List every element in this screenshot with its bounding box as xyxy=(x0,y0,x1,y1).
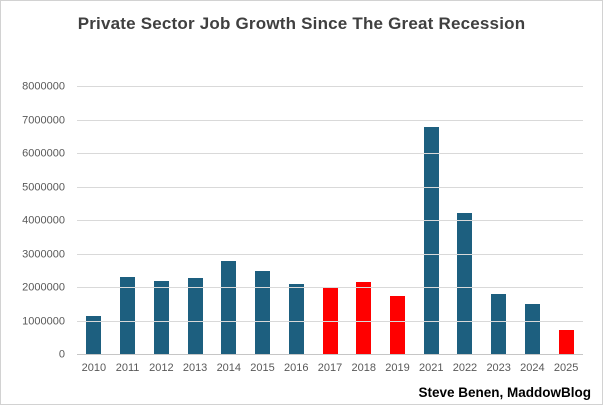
y-tick-label-1000000: 1000000 xyxy=(22,315,65,327)
y-tick-label-8000000: 8000000 xyxy=(22,80,65,93)
x-tick-label-2014: 2014 xyxy=(216,362,242,374)
x-tick-label-2011: 2011 xyxy=(115,362,140,374)
bar-2013 xyxy=(187,277,203,355)
bar-slot-2013 xyxy=(178,87,212,355)
bar-slot-2018 xyxy=(347,87,381,355)
y-tick-label-7000000: 7000000 xyxy=(22,114,65,126)
gridline-8000000 xyxy=(77,86,583,87)
x-tick-label-2024: 2024 xyxy=(520,362,545,374)
gridline-7000000 xyxy=(77,119,583,121)
bar-2012 xyxy=(153,280,169,355)
x-tick-label-2019: 2019 xyxy=(385,362,410,374)
bar-2025 xyxy=(558,329,574,355)
gridline-3000000 xyxy=(77,253,583,255)
bar-2024 xyxy=(524,304,540,355)
gridline-6000000 xyxy=(77,153,583,154)
bar-slot-2015 xyxy=(246,87,280,355)
source-attribution: Steve Benen, MaddowBlog xyxy=(418,385,591,400)
bar-slot-2019 xyxy=(381,87,415,355)
bar-slot-2017 xyxy=(313,87,347,355)
bar-2015 xyxy=(255,270,271,355)
x-tick-label-2016: 2016 xyxy=(284,362,309,374)
y-axis-labels: 0 1000000 2000000 3000000 4000000 5000000 6000… xyxy=(1,81,65,360)
y-tick-label-2000000: 2000000 xyxy=(22,281,65,294)
gridline-2000000 xyxy=(77,287,583,288)
bar-slot-2016 xyxy=(279,87,313,355)
bar-2011 xyxy=(120,276,136,355)
y-tick-label-0: 0 xyxy=(58,348,65,361)
bar-slot-2024 xyxy=(516,87,550,355)
y-tick-label-4000000: 4000000 xyxy=(22,214,65,227)
x-tick-label-2021: 2021 xyxy=(418,362,444,374)
x-axis-labels: 2010 2011 2012 2013 2014 2015 2016 2017 2018 2019… xyxy=(77,362,583,374)
x-tick-label-2010: 2010 xyxy=(81,362,107,374)
x-tick-label-2015: 2015 xyxy=(250,362,275,374)
gridline-1000000 xyxy=(77,320,583,322)
x-tick-label-2017: 2017 xyxy=(317,362,343,374)
bar-slot-2022 xyxy=(448,87,482,355)
x-tick-label-2022: 2022 xyxy=(452,362,478,374)
bar-2023 xyxy=(491,294,507,355)
gridline-4000000 xyxy=(77,220,583,221)
bar-2021 xyxy=(423,126,439,355)
bar-slot-2023 xyxy=(482,87,516,355)
bar-2010 xyxy=(86,316,102,355)
gridline-0 xyxy=(77,354,583,355)
chart-title: Private Sector Job Growth Since The Grea… xyxy=(77,14,526,33)
x-tick-label-2023: 2023 xyxy=(486,362,511,374)
x-tick-label-2025: 2025 xyxy=(553,362,579,374)
x-tick-label-2018: 2018 xyxy=(351,362,376,374)
y-tick-label-6000000: 6000000 xyxy=(22,147,65,160)
bar-slot-2011 xyxy=(111,87,145,355)
bar-2019 xyxy=(389,296,405,355)
bar-2016 xyxy=(288,283,304,355)
bar-slot-2012 xyxy=(144,87,178,355)
y-tick-label-3000000: 3000000 xyxy=(22,248,65,260)
bar-2018 xyxy=(356,281,372,355)
plot-area xyxy=(77,86,583,355)
x-tick-label-2012: 2012 xyxy=(149,362,174,374)
bar-slot-2010 xyxy=(77,87,111,355)
bars-container xyxy=(77,87,583,355)
gridline-5000000 xyxy=(77,186,583,188)
bar-slot-2014 xyxy=(212,87,246,355)
y-tick-label-5000000: 5000000 xyxy=(22,181,65,193)
bar-2014 xyxy=(221,260,237,355)
bar-slot-2025 xyxy=(549,87,583,355)
bar-slot-2021 xyxy=(414,87,448,355)
x-tick-label-2013: 2013 xyxy=(182,362,208,374)
bar-2022 xyxy=(457,213,473,355)
